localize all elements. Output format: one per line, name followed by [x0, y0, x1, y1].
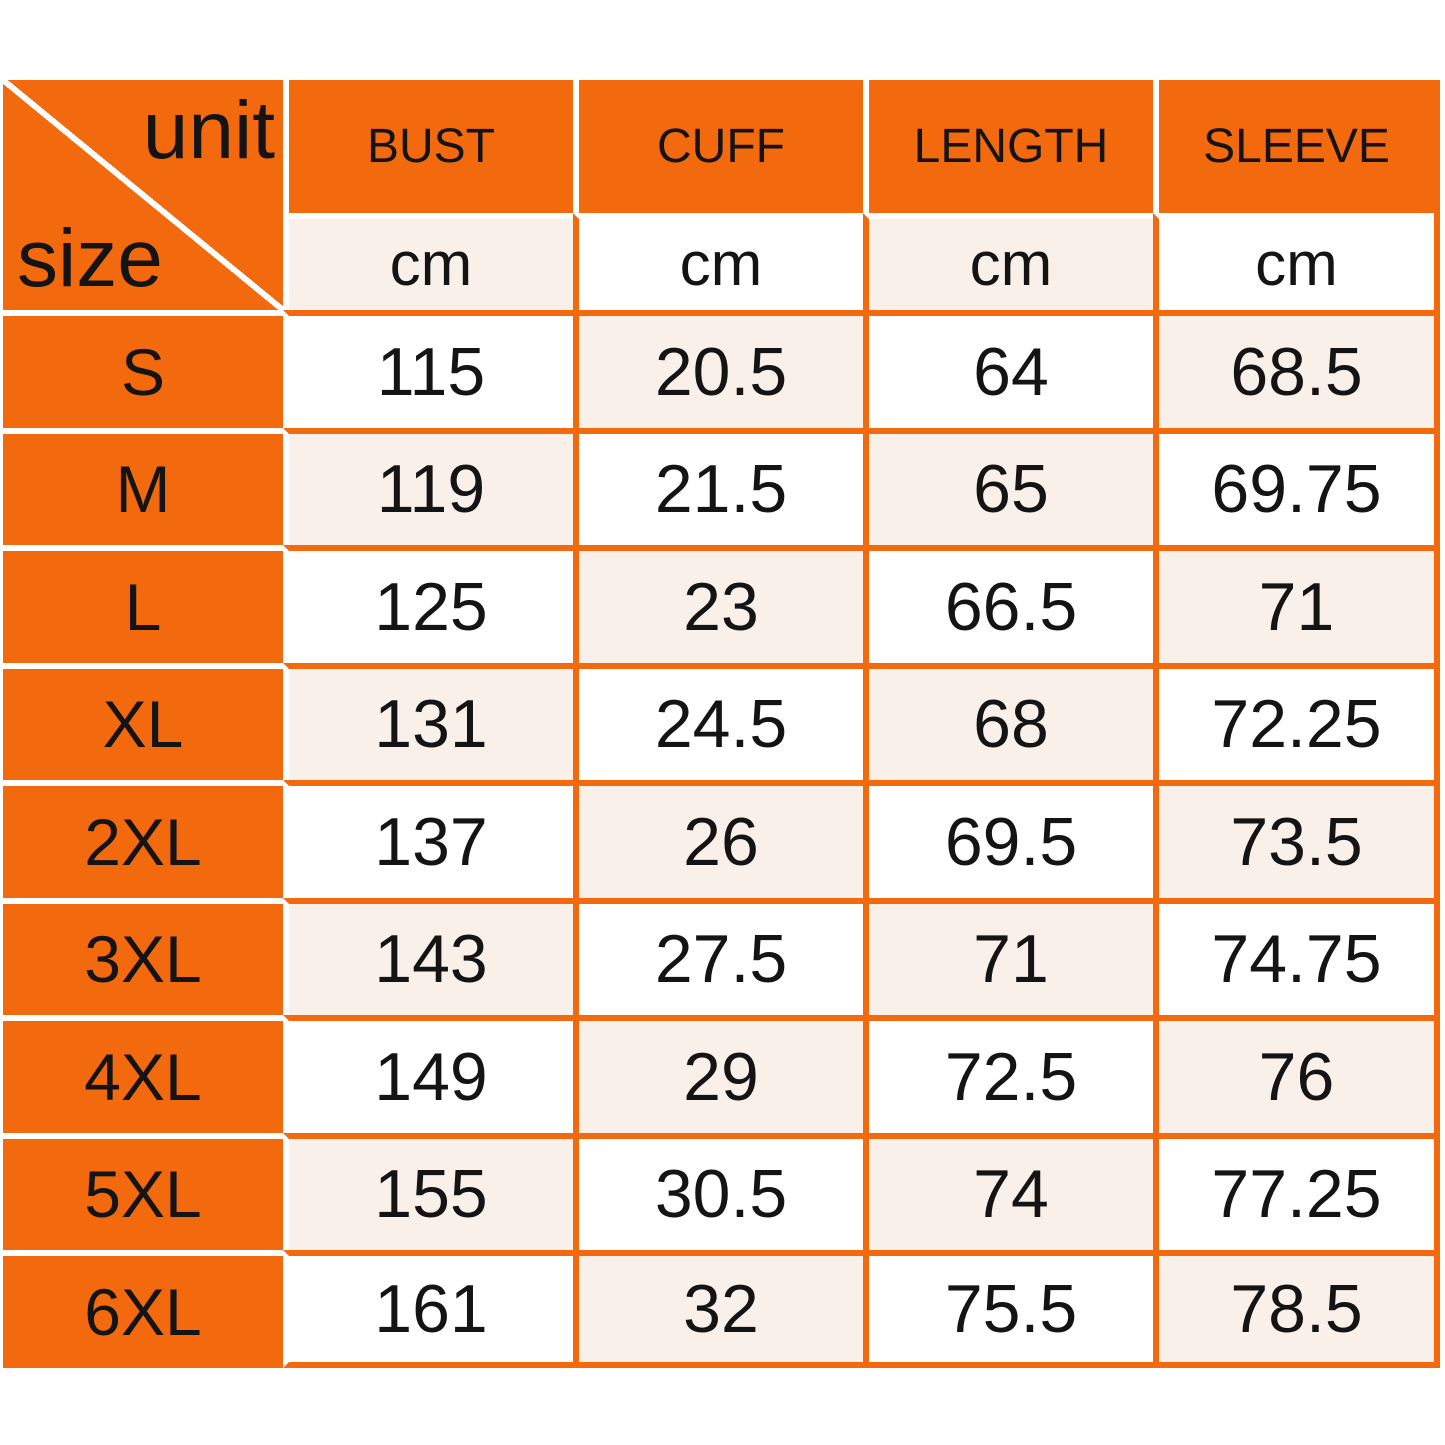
- unit-cell-sleeve: cm: [1153, 213, 1434, 310]
- value-cell-xl-length: 68: [863, 662, 1153, 780]
- value-cell-2xl-cuff: 26: [573, 780, 863, 898]
- value-cell-3xl-sleeve: 74.75: [1153, 897, 1434, 1015]
- value-cell-6xl-length: 75.5: [863, 1250, 1153, 1368]
- value-cell-l-length: 66.5: [863, 545, 1153, 663]
- size-cell-5xl: 5XL: [3, 1132, 283, 1250]
- value-cell-3xl-bust: 143: [283, 897, 573, 1015]
- value-cell-xl-sleeve: 72.25: [1153, 662, 1434, 780]
- value-cell-s-length: 64: [863, 310, 1153, 428]
- value-cell-l-bust: 125: [283, 545, 573, 663]
- value-cell-6xl-cuff: 32: [573, 1250, 863, 1368]
- value-cell-xl-cuff: 24.5: [573, 662, 863, 780]
- value-cell-4xl-cuff: 29: [573, 1015, 863, 1133]
- size-cell-m: M: [3, 427, 283, 545]
- value-cell-l-cuff: 23: [573, 545, 863, 663]
- unit-cell-cuff: cm: [573, 213, 863, 310]
- value-cell-5xl-length: 74: [863, 1132, 1153, 1250]
- value-cell-6xl-bust: 161: [283, 1250, 573, 1368]
- value-cell-m-bust: 119: [283, 427, 573, 545]
- value-cell-m-sleeve: 69.75: [1153, 427, 1434, 545]
- value-cell-3xl-cuff: 27.5: [573, 897, 863, 1015]
- unit-cell-bust: cm: [283, 213, 573, 310]
- value-cell-4xl-sleeve: 76: [1153, 1015, 1434, 1133]
- size-cell-6xl: 6XL: [3, 1250, 283, 1368]
- corner-size-label: size: [17, 213, 163, 304]
- value-cell-4xl-bust: 149: [283, 1015, 573, 1133]
- size-cell-l: L: [3, 545, 283, 663]
- size-cell-2xl: 2XL: [3, 780, 283, 898]
- size-cell-3xl: 3XL: [3, 897, 283, 1015]
- value-cell-2xl-length: 69.5: [863, 780, 1153, 898]
- value-cell-2xl-sleeve: 73.5: [1153, 780, 1434, 898]
- value-cell-m-length: 65: [863, 427, 1153, 545]
- size-cell-4xl: 4XL: [3, 1015, 283, 1133]
- size-cell-s: S: [3, 310, 283, 428]
- column-header-cuff: CUFF: [573, 80, 863, 213]
- value-cell-s-sleeve: 68.5: [1153, 310, 1434, 428]
- corner-cell: unit size: [3, 80, 283, 310]
- value-cell-6xl-sleeve: 78.5: [1153, 1250, 1434, 1368]
- column-header-length: LENGTH: [863, 80, 1153, 213]
- value-cell-5xl-sleeve: 77.25: [1153, 1132, 1434, 1250]
- value-cell-5xl-bust: 155: [283, 1132, 573, 1250]
- column-header-bust: BUST: [283, 80, 573, 213]
- unit-cell-length: cm: [863, 213, 1153, 310]
- value-cell-5xl-cuff: 30.5: [573, 1132, 863, 1250]
- value-cell-m-cuff: 21.5: [573, 427, 863, 545]
- value-cell-l-sleeve: 71: [1153, 545, 1434, 663]
- corner-unit-label: unit: [142, 85, 275, 176]
- size-cell-xl: XL: [3, 662, 283, 780]
- value-cell-3xl-length: 71: [863, 897, 1153, 1015]
- value-cell-xl-bust: 131: [283, 662, 573, 780]
- column-header-sleeve: SLEEVE: [1153, 80, 1434, 213]
- value-cell-s-bust: 115: [283, 310, 573, 428]
- value-cell-2xl-bust: 137: [283, 780, 573, 898]
- value-cell-s-cuff: 20.5: [573, 310, 863, 428]
- size-chart-table: unit size BUST CUFF LENGTH SLEEVE cm cm …: [3, 80, 1440, 1368]
- value-cell-4xl-length: 72.5: [863, 1015, 1153, 1133]
